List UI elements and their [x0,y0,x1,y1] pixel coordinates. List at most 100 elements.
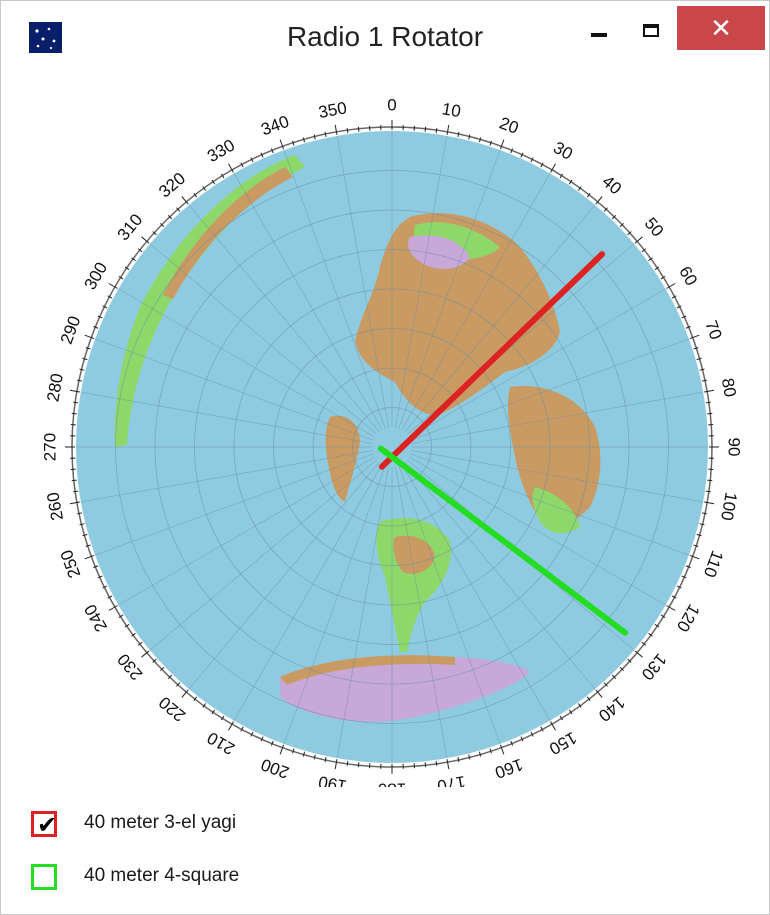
minimize-button[interactable] [579,11,623,55]
compass-tick [586,192,591,198]
compass-label: 30 [550,138,576,164]
compass-tick [685,325,691,329]
compass-tick [76,512,83,515]
compass-tick [671,295,677,299]
compass-tick [97,575,103,579]
grid-radial [404,204,596,432]
antenna-beam-line [377,445,629,636]
compass-tick [654,266,660,271]
compass-tick [118,614,124,619]
compass-tick [586,696,591,702]
compass-tick [270,740,274,746]
compass-tick [107,595,113,599]
compass-tick [577,703,582,708]
compass-tick [696,533,702,537]
compass-label: 90 [725,438,744,457]
compass-tick [279,139,285,150]
compass-tick [559,715,564,721]
compass-tick [176,207,181,212]
compass-label: 270 [41,433,60,461]
compass-tick [424,762,427,768]
compass-label: 120 [673,601,704,635]
compass-tick [499,139,505,150]
compass-tick [137,641,143,646]
compass-tick [82,357,88,361]
grid-radial [410,338,690,441]
compass-label: 250 [57,547,85,580]
compass-label: 230 [114,650,147,684]
app-star-icon [29,22,62,53]
compass-label: 10 [440,99,462,121]
antenna-beams [377,251,629,636]
compass-tick [270,148,274,154]
compass-tick [510,148,514,154]
compass-label: 290 [57,313,85,346]
compass-tick [346,128,349,134]
compass-tick [489,140,492,146]
compass-tick [468,134,471,140]
compass-tick [313,754,316,760]
compass-tick [681,315,687,319]
compass-tick [446,759,450,770]
compass-tick [510,740,514,746]
compass-label: 200 [258,755,291,783]
compass-tick [193,696,198,702]
compass-tick [577,186,582,191]
title-bar[interactable]: Radio 1 Rotator ✕ [1,1,769,67]
compass-tick [141,650,150,658]
compass-tick [302,137,306,143]
compass-label: 210 [204,728,238,759]
compass-tick [313,134,316,140]
compass-label: 110 [700,548,727,580]
compass-tick [102,585,108,589]
compass-tick [603,207,608,212]
compass-label: 150 [546,728,580,759]
compass-tick [707,479,713,482]
compass-label: 170 [436,772,467,787]
map-grid [76,131,708,763]
compass-tick [118,275,124,280]
azimuthal-map-area[interactable]: 0 10 20 30 40 50 60 70 80 90 100 110 120 130 140 150 160… [15,67,761,799]
compass-tick [530,731,534,737]
compass-tick [211,709,216,715]
compass-tick [634,236,643,244]
grid-radial [188,462,380,690]
compass-tick [324,756,327,763]
compass-tick [540,162,544,168]
compass-tick [660,275,666,280]
compass-tick [666,283,676,289]
grid-radial [411,391,704,444]
compass-tick [696,357,702,361]
compass-tick [250,157,254,163]
antenna-beam-line [378,251,606,470]
compass-tick [701,512,708,515]
compass-tick [108,283,118,289]
compass-tick [260,152,264,158]
compass-tick [93,565,99,569]
compass-tick [685,565,691,569]
compass-tick [676,585,682,589]
grid-radial [233,464,383,721]
compass-label: 40 [598,172,625,199]
compass-tick [627,231,632,236]
compass-tick [250,731,254,737]
compass-tick [478,751,482,757]
checkbox-4square[interactable] [31,864,57,890]
compass-tick [292,748,295,754]
compass-tick [705,490,711,493]
grid-radial [409,288,666,438]
maximize-button[interactable] [629,11,673,55]
compass-tick [619,222,624,228]
checkbox-yagi[interactable]: ✔ [31,811,57,839]
grid-radial [283,149,386,429]
compass-tick [357,762,360,768]
grid-radial [411,450,704,503]
compass-tick [124,266,130,271]
compass-tick [152,658,157,663]
close-button[interactable]: ✕ [677,6,765,50]
compass-tick [611,215,617,220]
compass-tick [76,379,83,382]
compass-tick [595,196,603,205]
compass-tick [84,334,95,340]
